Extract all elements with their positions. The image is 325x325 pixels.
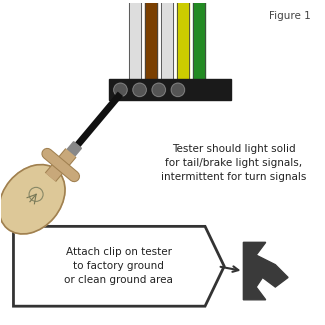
Bar <box>176 0 189 92</box>
Text: Attach clip on tester
to factory ground
or clean ground area: Attach clip on tester to factory ground … <box>64 247 173 285</box>
Bar <box>193 0 205 92</box>
Text: Tester should light solid
for tail/brake light signals,
intermittent for turn si: Tester should light solid for tail/brake… <box>161 144 306 181</box>
Circle shape <box>114 83 127 97</box>
Bar <box>161 0 173 92</box>
Bar <box>67 142 82 156</box>
Circle shape <box>133 83 146 97</box>
Bar <box>161 0 173 92</box>
Bar <box>129 0 141 92</box>
Bar <box>193 0 205 92</box>
Ellipse shape <box>0 164 65 234</box>
Circle shape <box>171 83 185 97</box>
Bar <box>129 0 141 92</box>
Bar <box>145 0 157 92</box>
Text: Figure 1: Figure 1 <box>269 11 310 21</box>
Bar <box>109 80 231 100</box>
Circle shape <box>152 83 165 97</box>
Bar <box>176 0 189 92</box>
Bar <box>145 0 157 92</box>
Polygon shape <box>243 242 288 300</box>
